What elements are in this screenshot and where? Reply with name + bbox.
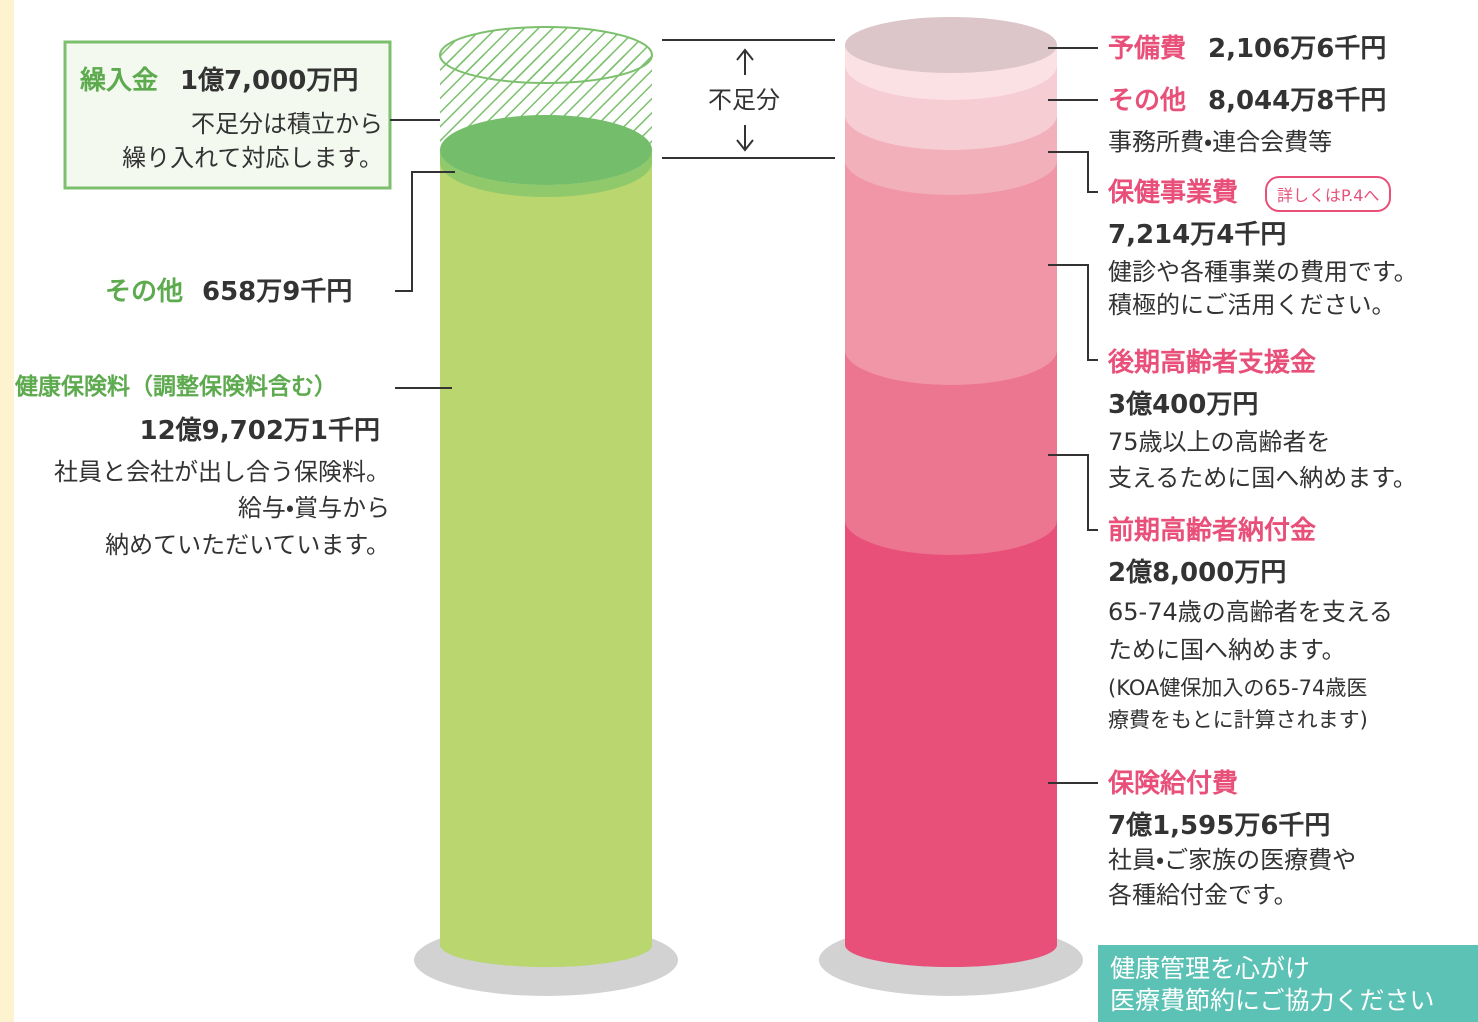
note: 繰り入れて対応します。	[122, 146, 383, 170]
note: 各種給付金です。	[1108, 883, 1298, 907]
label: 前期高齢者納付金	[1108, 518, 1316, 544]
amount: 2億8,000万円	[1108, 560, 1286, 586]
note: 事務所費・連合会費等	[1108, 130, 1332, 154]
amount: 7,214万4千円	[1108, 222, 1286, 248]
page: 繰入金 1億7,000万円 不足分は積立から 繰り入れて対応します。 その他 6…	[0, 0, 1478, 1022]
amount: 8,044万8千円	[1208, 88, 1386, 114]
shortfall: 不足分	[708, 88, 780, 112]
note: 納めていただいています。	[105, 533, 390, 557]
note: 積極的にご活用ください。	[1108, 293, 1396, 317]
premium-part	[440, 150, 652, 967]
label: その他	[1108, 88, 1186, 114]
amount: 658万9千円	[202, 279, 352, 305]
note: 社員・ご家族の医療費や	[1108, 848, 1356, 872]
top	[845, 17, 1057, 73]
note: 支えるために国へ納めます。	[1108, 466, 1417, 490]
footer-line: 健康管理を心がけ	[1110, 953, 1466, 985]
footer: 健康管理を心がけ医療費節約にご協力ください	[1098, 945, 1478, 1022]
amount: 7億1,595万6千円	[1108, 813, 1330, 839]
note: 給与・賞与から	[238, 496, 390, 520]
amount: 1億7,000万円	[180, 68, 358, 94]
amount: 3億400万円	[1108, 392, 1258, 418]
note: 社員と会社が出し合う保険料。	[54, 460, 390, 484]
note: (KOA健保加入の65-74歳医	[1108, 678, 1367, 699]
note: 健診や各種事業の費用です。	[1108, 260, 1418, 284]
footer-line: 医療費節約にご協力ください	[1110, 985, 1466, 1017]
note: 75歳以上の高齢者を	[1108, 430, 1331, 454]
note: 療費をもとに計算されます)	[1108, 710, 1368, 731]
note: 65-74歳の高齢者を支える	[1108, 600, 1393, 624]
label: 後期高齢者支援金	[1108, 350, 1316, 376]
label: 繰入金	[80, 68, 158, 94]
transfer-top	[440, 115, 652, 185]
label: その他	[105, 279, 183, 305]
label: 保健事業費	[1108, 180, 1238, 206]
link-badge[interactable]: 詳しくはP.4へ	[1265, 176, 1391, 212]
label: 予備費	[1108, 36, 1186, 62]
top	[440, 27, 652, 83]
label: 健康保険料（調整保険料含む）	[15, 376, 337, 399]
amount: 12億9,702万1千円	[139, 418, 380, 444]
label: 保険給付費	[1108, 771, 1238, 797]
note: ために国へ納めます。	[1108, 638, 1346, 662]
notebook-strip	[0, 0, 14, 1022]
note: 不足分は積立から	[191, 112, 383, 136]
bottom	[845, 923, 1057, 967]
amount: 2,106万6千円	[1208, 36, 1386, 62]
